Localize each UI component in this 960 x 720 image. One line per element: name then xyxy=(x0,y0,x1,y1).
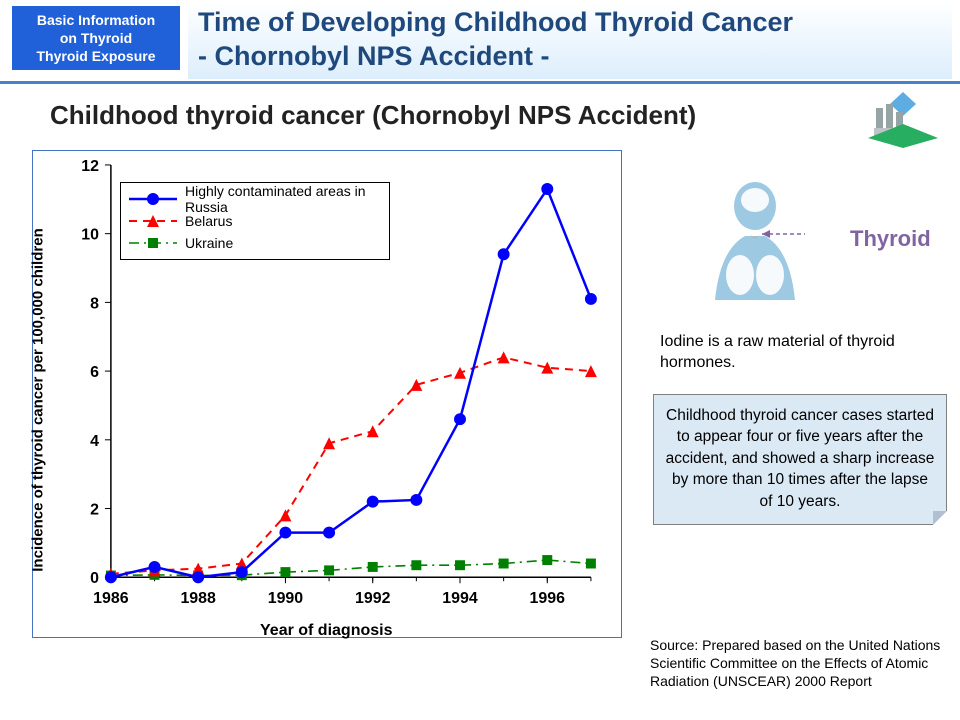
thyroid-label: Thyroid xyxy=(850,226,931,252)
legend-label: Belarus xyxy=(185,213,232,229)
svg-text:12: 12 xyxy=(81,158,99,175)
legend-swatch xyxy=(129,211,177,231)
section-badge: Basic Information on Thyroid Thyroid Exp… xyxy=(12,6,180,70)
legend-swatch xyxy=(129,189,177,209)
svg-text:1988: 1988 xyxy=(180,590,216,607)
page-title-line1: Time of Developing Childhood Thyroid Can… xyxy=(198,6,942,40)
chart-subtitle: Childhood thyroid cancer (Chornobyl NPS … xyxy=(50,100,696,131)
nuclear-plant-icon xyxy=(868,90,938,150)
header: Basic Information on Thyroid Thyroid Exp… xyxy=(0,0,960,84)
badge-line: on Thyroid xyxy=(16,29,176,47)
svg-text:1996: 1996 xyxy=(530,590,566,607)
legend-swatch xyxy=(129,233,177,253)
svg-text:8: 8 xyxy=(90,295,99,312)
info-callout: Childhood thyroid cancer cases started t… xyxy=(653,394,947,525)
svg-text:10: 10 xyxy=(81,227,99,244)
iodine-caption: Iodine is a raw material of thyroid horm… xyxy=(660,332,940,374)
svg-text:6: 6 xyxy=(90,364,99,381)
badge-line: Thyroid Exposure xyxy=(16,47,176,65)
info-callout-text: Childhood thyroid cancer cases started t… xyxy=(666,407,935,510)
page-title-line2: - Chornobyl NPS Accident - xyxy=(198,40,942,74)
fold-corner-icon xyxy=(933,511,947,525)
badge-line: Basic Information xyxy=(16,11,176,29)
svg-text:0: 0 xyxy=(90,570,99,587)
chart-legend: Highly contaminated areas in RussiaBelar… xyxy=(120,182,390,260)
legend-label: Highly contaminated areas in Russia xyxy=(185,183,381,215)
svg-text:1990: 1990 xyxy=(268,590,304,607)
svg-text:1992: 1992 xyxy=(355,590,391,607)
legend-item: Highly contaminated areas in Russia xyxy=(129,188,381,210)
y-axis-label: Incidence of thyroid cancer per 100,000 … xyxy=(30,228,47,571)
title-box: Time of Developing Childhood Thyroid Can… xyxy=(188,2,952,79)
svg-text:1994: 1994 xyxy=(442,590,478,607)
human-thyroid-icon xyxy=(700,180,810,310)
legend-label: Ukraine xyxy=(185,235,233,251)
source-citation: Source: Prepared based on the United Nat… xyxy=(650,636,946,691)
x-axis-label: Year of diagnosis xyxy=(260,622,392,640)
svg-text:1986: 1986 xyxy=(93,590,129,607)
svg-text:2: 2 xyxy=(90,502,99,519)
legend-item: Ukraine xyxy=(129,232,381,254)
svg-text:4: 4 xyxy=(90,433,99,450)
